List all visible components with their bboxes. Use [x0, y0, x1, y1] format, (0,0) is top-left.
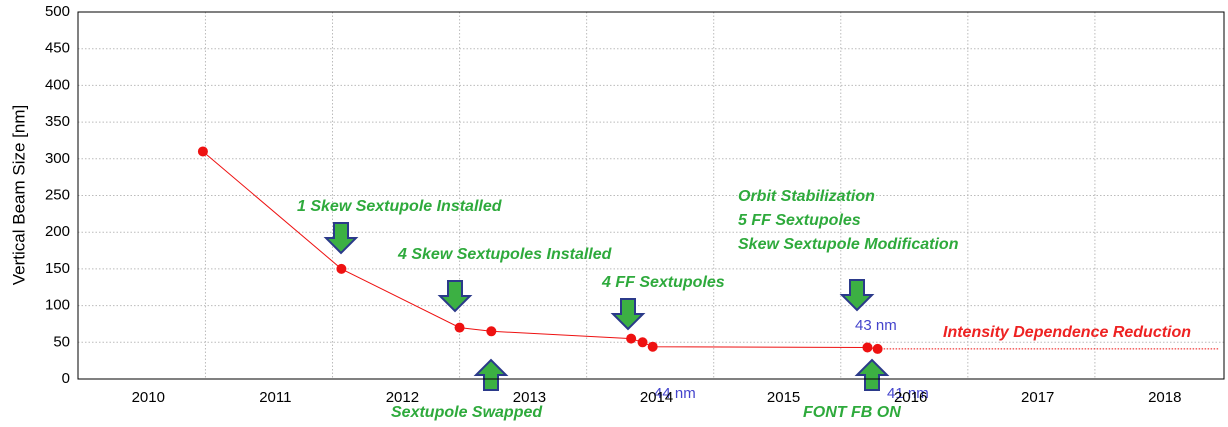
data-point — [454, 322, 465, 333]
y-tick-label: 200 — [45, 223, 70, 240]
x-tick-label: 2018 — [1148, 389, 1181, 406]
value-label: 41 nm — [887, 385, 929, 402]
y-tick-label: 500 — [45, 3, 70, 20]
plot-frame — [77, 11, 1225, 380]
y-tick-label: 400 — [45, 76, 70, 93]
arrow — [854, 358, 890, 391]
y-tick-label: 250 — [45, 186, 70, 203]
x-tick-label: 2015 — [767, 389, 800, 406]
y-tick-label: 0 — [62, 370, 70, 387]
data-point — [626, 333, 637, 344]
x-tick-label: 2014 — [640, 389, 673, 406]
x-tick-label: 2012 — [386, 389, 419, 406]
y-tick-label: 450 — [45, 40, 70, 57]
data-point — [336, 263, 347, 274]
data-point — [197, 146, 208, 157]
y-tick-label: 150 — [45, 260, 70, 277]
y-tick-label: 300 — [45, 150, 70, 167]
arrow — [839, 279, 875, 312]
data-point — [862, 342, 873, 353]
x-tick-label: 2017 — [1021, 389, 1054, 406]
x-tick-label: 2010 — [132, 389, 165, 406]
data-point — [647, 341, 658, 352]
arrow — [610, 298, 646, 331]
y-tick-label: 50 — [53, 333, 70, 350]
annotation: 1 Skew Sextupole Installed — [297, 198, 503, 215]
arrow — [473, 358, 509, 391]
annotation: 4 FF Sextupoles — [601, 274, 725, 291]
value-label: 44 nm — [654, 385, 696, 402]
data-point — [637, 337, 648, 348]
annotation: Sextupole Swapped — [391, 404, 543, 421]
y-tick-label: 100 — [45, 297, 70, 314]
arrow — [323, 222, 359, 255]
arrow — [437, 280, 473, 313]
y-axis-label: Vertical Beam Size [nm] — [9, 105, 28, 285]
y-tick-label: 350 — [45, 113, 70, 130]
x-tick-label: 2016 — [894, 389, 927, 406]
arrows — [323, 222, 890, 391]
annotation: 4 Skew Sextupoles Installed — [397, 246, 613, 263]
annotation: FONT FB ON — [803, 404, 901, 421]
data-point — [486, 326, 497, 337]
x-tick-label: 2011 — [259, 389, 291, 406]
data-point — [872, 343, 883, 354]
annotation: Skew Sextupole Modification — [738, 236, 959, 253]
x-tick-label: 2013 — [513, 389, 546, 406]
annotation: Orbit Stabilization — [738, 188, 875, 205]
value-label: 43 nm — [855, 317, 897, 334]
annotation: Intensity Dependence Reduction — [943, 324, 1191, 341]
annotation: 5 FF Sextupoles — [738, 212, 861, 229]
